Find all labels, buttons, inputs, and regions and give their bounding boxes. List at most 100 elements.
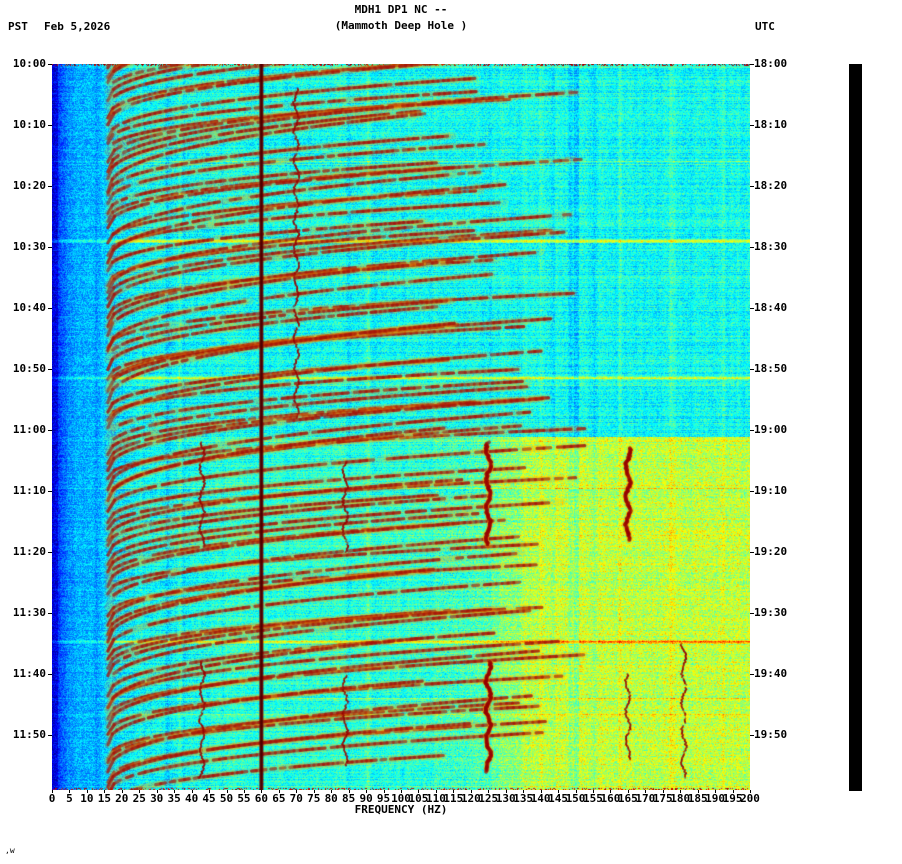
- pst-time-label: 11:10: [12, 484, 46, 498]
- utc-tick: [750, 552, 754, 554]
- freq-tick-label: 145: [548, 792, 568, 805]
- freq-tick: [191, 790, 193, 793]
- pst-tick: [48, 247, 52, 249]
- freq-tick-label: 190: [705, 792, 726, 805]
- freq-tick: [52, 790, 53, 793]
- utc-tick: [750, 369, 754, 371]
- freq-tick-label: 55: [237, 792, 251, 805]
- freq-tick: [715, 790, 717, 793]
- freq-tick-label: 185: [687, 792, 708, 805]
- freq-tick-label: 0: [48, 792, 56, 805]
- timezone-left-label: PST: [8, 20, 28, 33]
- freq-tick-label: 90: [359, 792, 373, 805]
- freq-tick-label: 195: [722, 792, 743, 805]
- frequency-axis-title: FREQUENCY (HZ): [354, 803, 448, 816]
- pst-time-label: 10:30: [12, 240, 46, 254]
- pst-tick: [48, 308, 52, 310]
- utc-time-label: 18:30: [754, 240, 788, 254]
- amplitude-scale-bar: [849, 64, 862, 791]
- freq-tick-label: 115: [443, 792, 464, 805]
- pst-tick: [48, 369, 52, 371]
- pst-time-label: 10:50: [12, 362, 46, 376]
- utc-time-label: 19:00: [754, 423, 788, 437]
- freq-tick-label: 60: [254, 792, 269, 805]
- freq-tick: [592, 790, 594, 793]
- freq-tick-label: 135: [513, 792, 534, 805]
- freq-tick: [453, 790, 455, 793]
- pst-time-label: 11:50: [12, 728, 46, 742]
- pst-time-label: 10:40: [12, 301, 46, 315]
- freq-tick: [470, 790, 472, 793]
- freq-tick-label: 100: [391, 792, 411, 805]
- freq-tick: [435, 790, 437, 793]
- freq-tick-label: 45: [202, 792, 216, 805]
- utc-time-label: 18:10: [754, 118, 788, 131]
- freq-tick: [610, 790, 612, 793]
- freq-tick-label: 50: [219, 792, 234, 805]
- utc-tick: [750, 674, 754, 676]
- freq-tick: [662, 790, 664, 793]
- freq-tick: [418, 790, 420, 793]
- utc-tick: [750, 125, 754, 126]
- freq-tick-label: 130: [495, 792, 516, 805]
- pst-tick: [48, 613, 52, 615]
- freq-tick-label: 35: [167, 792, 181, 805]
- pst-tick: [48, 430, 52, 432]
- pst-time-label: 11:30: [12, 606, 46, 620]
- utc-tick: [750, 491, 754, 493]
- freq-tick: [261, 790, 263, 793]
- freq-tick: [558, 790, 560, 793]
- freq-tick-label: 170: [635, 792, 656, 805]
- freq-tick-label: 155: [583, 792, 603, 805]
- utc-time-label: 19:50: [754, 728, 788, 742]
- utc-tick: [750, 247, 754, 249]
- freq-tick: [296, 790, 298, 793]
- freq-tick: [86, 790, 88, 793]
- freq-tick-label: 165: [617, 792, 638, 805]
- pst-time-label: 11:00: [12, 423, 46, 437]
- freq-tick: [383, 790, 385, 793]
- freq-tick: [174, 790, 176, 793]
- freq-tick: [156, 790, 158, 793]
- freq-tick-label: 120: [460, 792, 481, 805]
- freq-tick: [278, 790, 280, 793]
- pst-tick: [48, 125, 52, 126]
- freq-tick-label: 85: [342, 792, 356, 805]
- utc-tick: [750, 308, 754, 310]
- freq-tick-label: 30: [150, 792, 164, 805]
- freq-tick: [750, 790, 751, 793]
- freq-tick: [331, 790, 333, 793]
- freq-tick-label: 70: [289, 792, 303, 805]
- pst-tick: [48, 735, 52, 737]
- freq-tick: [139, 790, 141, 793]
- pst-time-label: 10:10: [12, 118, 46, 131]
- freq-tick-label: 40: [184, 792, 199, 805]
- utc-tick: [750, 186, 754, 188]
- timezone-right-label: UTC: [755, 20, 775, 33]
- freq-tick: [488, 790, 490, 793]
- freq-tick-label: 80: [324, 792, 338, 805]
- freq-tick: [313, 790, 315, 793]
- freq-tick-label: 110: [425, 792, 446, 805]
- freq-tick-label: 160: [600, 792, 621, 805]
- freq-tick-label: 20: [115, 792, 129, 805]
- freq-tick: [697, 790, 699, 793]
- freq-tick: [348, 790, 350, 793]
- utc-tick: [750, 64, 754, 65]
- freq-tick: [69, 790, 71, 793]
- freq-tick: [243, 790, 245, 793]
- freq-tick: [523, 790, 525, 793]
- utc-tick: [750, 735, 754, 737]
- utc-time-label: 19:40: [754, 667, 788, 681]
- freq-tick: [121, 790, 123, 793]
- freq-tick: [104, 790, 106, 793]
- utc-time-label: 19:10: [754, 484, 788, 498]
- freq-tick: [366, 790, 368, 793]
- pst-time-label: 10:00: [12, 57, 46, 70]
- utc-time-label: 18:50: [754, 362, 788, 376]
- freq-tick-label: 150: [565, 792, 586, 805]
- freq-tick: [401, 790, 402, 793]
- freq-tick-label: 125: [478, 792, 499, 805]
- freq-tick: [575, 790, 577, 793]
